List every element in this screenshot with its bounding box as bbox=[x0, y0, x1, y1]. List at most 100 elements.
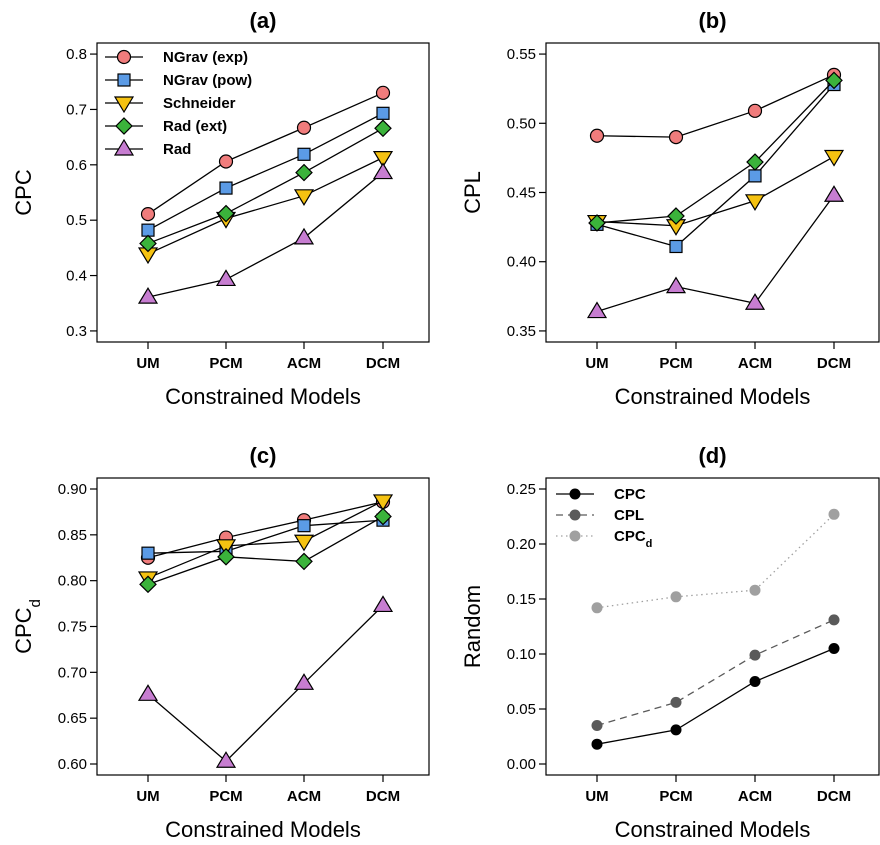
data-point-acm bbox=[744, 194, 766, 211]
series-line bbox=[596, 647, 835, 745]
x-tick-label-pcm: PCM bbox=[659, 355, 692, 372]
series-line bbox=[147, 157, 384, 255]
series-line bbox=[147, 500, 384, 579]
series-cpc bbox=[591, 643, 840, 750]
series-line bbox=[147, 92, 384, 215]
legend-label-main: NGrav (exp) bbox=[163, 49, 248, 66]
data-point-acm bbox=[293, 189, 315, 206]
panel-title: (d) bbox=[698, 443, 726, 468]
x-axis-label: Constrained Models bbox=[165, 817, 361, 842]
legend-marker bbox=[116, 49, 132, 65]
data-point-acm bbox=[297, 147, 311, 161]
panel-title: (b) bbox=[698, 8, 726, 33]
data-point-pcm bbox=[665, 276, 687, 294]
data-point-acm bbox=[746, 153, 764, 171]
legend-item-cpl: CPL bbox=[556, 507, 644, 524]
y-tick-label: 0.85 bbox=[58, 527, 87, 544]
data-point-um bbox=[137, 684, 159, 701]
data-point-um bbox=[588, 214, 606, 232]
series-line bbox=[596, 79, 835, 224]
legend-item-cpc: CPC bbox=[556, 486, 646, 503]
x-tick-label-acm: ACM bbox=[738, 355, 772, 372]
x-tick-label-dcm: DCM bbox=[366, 788, 400, 805]
y-tick-label: 0.80 bbox=[58, 573, 87, 590]
y-tick-label: 0.40 bbox=[507, 254, 536, 271]
data-point-um bbox=[591, 602, 603, 614]
y-tick-label: 0.70 bbox=[58, 664, 87, 681]
data-point-um bbox=[141, 546, 155, 560]
data-point-dcm bbox=[828, 508, 840, 520]
x-axis-label: Constrained Models bbox=[615, 384, 811, 409]
x-tick-label-um: UM bbox=[585, 355, 608, 372]
series-line bbox=[147, 604, 384, 763]
legend-item-schneider: Schneider bbox=[105, 95, 236, 114]
series-schneider bbox=[586, 149, 845, 236]
y-axis-label-subscript: d bbox=[27, 599, 44, 607]
legend-label-main: Rad (ext) bbox=[163, 118, 227, 135]
data-point-dcm bbox=[374, 507, 392, 526]
panel-b: (b) 0.35 0.40 0.45 0.50 0.55 UM PCM ACM DCM Constr… bbox=[460, 8, 880, 409]
series-schneider bbox=[137, 494, 394, 589]
legend: NGrav (exp) NGrav (pow) Schneider Rad (ext)… bbox=[105, 49, 252, 158]
series-cpcd bbox=[591, 508, 840, 614]
data-point-dcm bbox=[372, 494, 394, 512]
legend-label-main: CPL bbox=[614, 507, 644, 524]
legend-label: Schneider bbox=[163, 95, 236, 112]
y-axis-label: CPL bbox=[460, 171, 485, 214]
y-axis-label-main: Random bbox=[460, 585, 485, 668]
data-point-pcm bbox=[667, 207, 685, 225]
data-point-um bbox=[591, 720, 603, 731]
y-tick-label: 0.4 bbox=[66, 268, 87, 285]
y-axis-label: CPCd bbox=[11, 599, 44, 654]
y-tick-label: 0.00 bbox=[507, 756, 536, 773]
y-axis-label-main: CPC bbox=[11, 607, 36, 654]
series-line bbox=[147, 515, 384, 585]
y-tick-label: 0.05 bbox=[507, 701, 536, 718]
series-ngrav-exp bbox=[140, 494, 391, 565]
data-point-pcm bbox=[218, 154, 234, 169]
series-line bbox=[596, 619, 835, 727]
y-tick-label: 0.50 bbox=[507, 115, 536, 132]
data-point-dcm bbox=[825, 71, 843, 90]
legend-marker bbox=[569, 509, 581, 521]
legend-label-main: CPC bbox=[614, 528, 646, 545]
data-point-pcm bbox=[669, 239, 683, 254]
data-point-pcm bbox=[217, 547, 235, 566]
x-tick-label-acm: ACM bbox=[287, 788, 321, 805]
data-point-dcm bbox=[375, 85, 391, 100]
y-axis-label: CPC bbox=[11, 169, 36, 216]
legend-label-subscript: d bbox=[646, 538, 653, 550]
series-rad bbox=[137, 162, 394, 304]
y-tick-label: 0.25 bbox=[507, 481, 536, 498]
data-point-um bbox=[591, 738, 603, 750]
data-point-pcm bbox=[215, 539, 237, 556]
panel-d: (d) 0.00 0.05 0.10 0.15 0.20 0.25 UM PCM ACM DCM Co… bbox=[460, 443, 880, 842]
series-rad-ext bbox=[139, 119, 392, 253]
y-tick-label: 0.55 bbox=[507, 46, 536, 63]
data-point-um bbox=[141, 223, 155, 237]
data-point-pcm bbox=[670, 591, 682, 603]
y-axis-label: Random bbox=[460, 585, 485, 668]
data-point-pcm bbox=[217, 204, 235, 223]
panel-title: (c) bbox=[250, 443, 277, 468]
x-tick-label-dcm: DCM bbox=[817, 355, 851, 372]
x-tick-label-pcm: PCM bbox=[659, 788, 692, 805]
series-line bbox=[596, 84, 835, 248]
y-tick-label: 0.10 bbox=[507, 646, 536, 663]
y-tick-label: 0.65 bbox=[58, 710, 87, 727]
y-tick-label: 0.7 bbox=[66, 101, 87, 118]
y-tick-label: 0.3 bbox=[66, 323, 87, 340]
y-tick-label: 0.90 bbox=[58, 481, 87, 498]
series-ngrav-exp bbox=[140, 85, 391, 222]
legend-label: NGrav (pow) bbox=[163, 72, 252, 89]
data-point-dcm bbox=[823, 185, 845, 202]
data-point-pcm bbox=[670, 724, 682, 736]
legend-label: CPCd bbox=[614, 528, 652, 550]
y-tick-label: 0.5 bbox=[66, 212, 87, 229]
series-rad bbox=[137, 595, 394, 768]
legend-marker bbox=[569, 488, 581, 500]
legend-label-main: Rad bbox=[163, 141, 191, 158]
y-tick-label: 0.15 bbox=[507, 591, 536, 608]
